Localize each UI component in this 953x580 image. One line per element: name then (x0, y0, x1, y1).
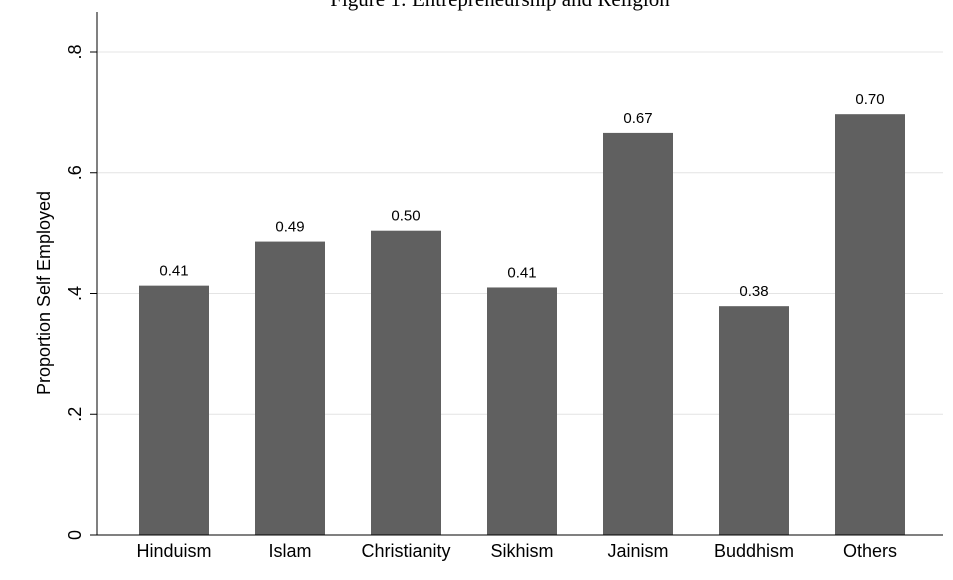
y-axis-label: Proportion Self Employed (34, 191, 54, 395)
data-label: 0.50 (391, 208, 420, 225)
data-label: 0.70 (855, 91, 884, 108)
x-tick-label: Buddhism (714, 541, 794, 561)
chart-title: Figure 1: Entrepreneurship and Religion (330, 0, 670, 11)
x-tick-label: Jainism (607, 541, 668, 561)
bar-others (835, 114, 905, 535)
data-label: 0.38 (739, 283, 768, 300)
y-tick-label: .6 (65, 165, 85, 180)
data-labels: 0.41 0.49 0.50 0.41 0.67 0.38 0.70 (159, 91, 884, 300)
bars (139, 114, 905, 535)
bar-hinduism (139, 285, 209, 535)
x-tick-label: Sikhism (490, 541, 553, 561)
x-tick-label: Hinduism (136, 541, 211, 561)
data-label: 0.41 (159, 263, 188, 280)
bar-jainism (603, 132, 673, 535)
y-tick-label: .2 (65, 407, 85, 422)
x-tick-label: Others (843, 541, 897, 561)
data-label: 0.49 (275, 219, 304, 236)
y-tick-label: .4 (65, 286, 85, 301)
x-tick-label: Islam (268, 541, 311, 561)
bar-christianity (371, 230, 441, 535)
x-tick-label: Christianity (361, 541, 450, 561)
y-tick-label: .8 (65, 44, 85, 59)
axes: 0 .2 .4 .6 .8 Hinduism Islam Christianity Sikhis… (65, 12, 943, 561)
y-tick-label: 0 (65, 530, 85, 540)
bar-islam (255, 241, 325, 535)
data-label: 0.41 (507, 264, 536, 281)
bar-sikhism (487, 287, 557, 535)
data-label: 0.67 (623, 110, 652, 127)
bar-buddhism (719, 306, 789, 535)
